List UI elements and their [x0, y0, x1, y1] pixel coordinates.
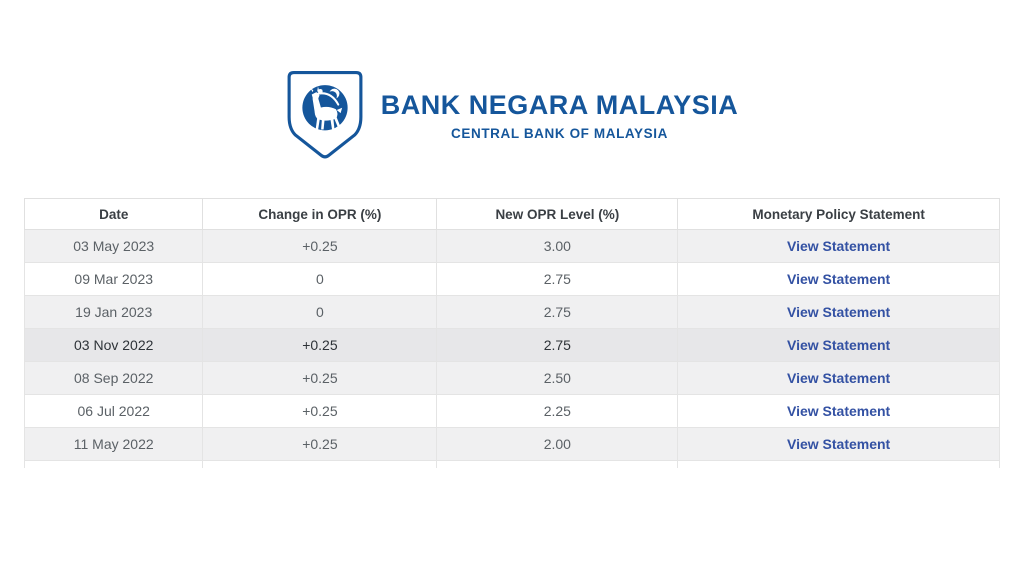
- table-row: 06 Jul 2022 +0.25 2.25 View Statement: [24, 394, 1000, 428]
- opr-date-cell: 03 May 2023: [24, 229, 204, 263]
- column-header-date: Date: [24, 198, 204, 230]
- opr-level-cell: 2.75: [436, 295, 679, 329]
- statement-cell: View Statement: [677, 262, 1000, 296]
- opr-level-cell: 2.25: [436, 394, 679, 428]
- table-row: 03 Nov 2022 +0.25 2.75 View Statement: [24, 328, 1000, 362]
- table-row: 11 May 2022 +0.25 2.00 View Statement: [24, 427, 1000, 461]
- empty-cell: [202, 460, 438, 468]
- empty-cell: [24, 460, 204, 468]
- opr-level-cell: 3.00: [436, 229, 679, 263]
- statement-cell: View Statement: [677, 295, 1000, 329]
- opr-date-cell: 09 Mar 2023: [24, 262, 204, 296]
- opr-change-cell: +0.25: [202, 361, 438, 395]
- statement-cell: View Statement: [677, 427, 1000, 461]
- empty-cell: [436, 460, 679, 468]
- view-statement-link[interactable]: View Statement: [787, 403, 891, 419]
- opr-date-cell: 03 Nov 2022: [24, 328, 204, 362]
- view-statement-link[interactable]: View Statement: [787, 370, 891, 386]
- bank-name-subtitle: CENTRAL BANK OF MALAYSIA: [451, 126, 668, 142]
- table-row: 08 Sep 2022 +0.25 2.50 View Statement: [24, 361, 1000, 395]
- column-header-new-opr-level: New OPR Level (%): [436, 198, 679, 230]
- opr-date-cell: 19 Jan 2023: [24, 295, 204, 329]
- statement-cell: View Statement: [677, 328, 1000, 362]
- opr-change-cell: +0.25: [202, 229, 438, 263]
- bnm-logo-text: BANK NEGARA MALAYSIA CENTRAL BANK OF MAL…: [381, 90, 739, 141]
- opr-level-cell: 2.00: [436, 427, 679, 461]
- opr-level-cell: 2.50: [436, 361, 679, 395]
- view-statement-link[interactable]: View Statement: [787, 304, 891, 320]
- opr-decisions-table: Date Change in OPR (%) New OPR Level (%)…: [24, 198, 1000, 468]
- opr-table-container: Date Change in OPR (%) New OPR Level (%)…: [24, 198, 1000, 468]
- opr-level-cell: 2.75: [436, 262, 679, 296]
- opr-date-cell: 06 Jul 2022: [24, 394, 204, 428]
- opr-level-cell: 2.75: [436, 328, 679, 362]
- view-statement-link[interactable]: View Statement: [787, 238, 891, 254]
- statement-cell: View Statement: [677, 361, 1000, 395]
- opr-change-cell: +0.25: [202, 328, 438, 362]
- opr-date-cell: 08 Sep 2022: [24, 361, 204, 395]
- table-row: 03 May 2023 +0.25 3.00 View Statement: [24, 229, 1000, 263]
- bnm-logo: BANK NEGARA MALAYSIA CENTRAL BANK OF MAL…: [0, 70, 1024, 161]
- empty-cell: [677, 460, 1000, 468]
- view-statement-link[interactable]: View Statement: [787, 436, 891, 452]
- statement-cell: View Statement: [677, 229, 1000, 263]
- column-header-monetary-policy-statement: Monetary Policy Statement: [677, 198, 1000, 230]
- table-row-partial: [24, 460, 1000, 468]
- view-statement-link[interactable]: View Statement: [787, 271, 891, 287]
- table-row: 19 Jan 2023 0 2.75 View Statement: [24, 295, 1000, 329]
- bank-name-title: BANK NEGARA MALAYSIA: [380, 89, 739, 120]
- opr-date-cell: 11 May 2022: [24, 427, 204, 461]
- opr-change-cell: 0: [202, 262, 438, 296]
- statement-cell: View Statement: [677, 394, 1000, 428]
- column-header-change-opr: Change in OPR (%): [202, 198, 438, 230]
- bnm-shield-kijang-icon: [287, 71, 363, 159]
- table-row: 09 Mar 2023 0 2.75 View Statement: [24, 262, 1000, 296]
- table-header-row: Date Change in OPR (%) New OPR Level (%)…: [24, 198, 1000, 230]
- opr-change-cell: 0: [202, 295, 438, 329]
- opr-change-cell: +0.25: [202, 394, 438, 428]
- view-statement-link[interactable]: View Statement: [787, 337, 891, 353]
- opr-change-cell: +0.25: [202, 427, 438, 461]
